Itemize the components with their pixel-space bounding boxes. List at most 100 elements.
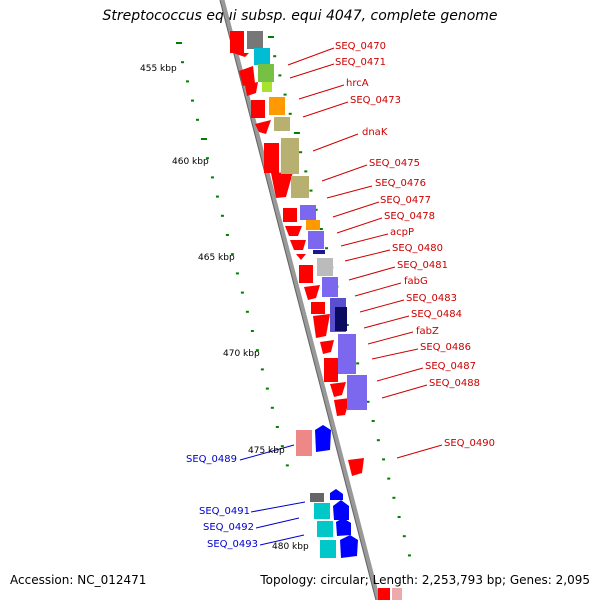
scale-ticks	[176, 36, 411, 557]
scale-tick	[366, 400, 370, 403]
gene-arrow[interactable]	[239, 66, 255, 86]
cog-block	[262, 82, 272, 92]
gene-arrow-reverse[interactable]	[336, 518, 351, 536]
gene-label[interactable]: fabG	[404, 276, 428, 287]
gene-label[interactable]: SEQ_0486	[420, 342, 471, 353]
scale-tick	[387, 477, 391, 480]
scale-label: 470 kbp	[223, 349, 260, 359]
gene-arrow-reverse[interactable]	[340, 535, 358, 558]
gene-arrow-reverse[interactable]	[333, 500, 349, 520]
gene-arrow[interactable]	[324, 358, 350, 416]
cog-block	[392, 588, 402, 600]
scale-label: 475 kbp	[248, 446, 285, 456]
scale-tick	[260, 368, 264, 371]
cog-block	[254, 48, 270, 65]
genome-backbone	[219, 0, 381, 600]
gene-label[interactable]: SEQ_0481	[397, 260, 448, 271]
cog-block	[247, 31, 263, 49]
cog-block	[300, 205, 316, 220]
gene-arrow-reverse[interactable]	[330, 489, 343, 500]
gene-label[interactable]: SEQ_0476	[375, 178, 426, 189]
gene-label[interactable]: SEQ_0489	[186, 454, 237, 465]
scale-label: 455 kbp	[140, 64, 177, 74]
scale-tick	[270, 406, 274, 409]
gene-label[interactable]: SEQ_0492	[203, 522, 254, 533]
gene-label[interactable]: hrcA	[346, 78, 369, 89]
scale-label: 460 kbp	[172, 157, 209, 167]
gene-arrow[interactable]	[245, 82, 258, 96]
cog-block	[313, 250, 325, 254]
cog-block	[310, 493, 324, 502]
cog-block	[308, 231, 324, 249]
gene-label[interactable]: SEQ_0475	[369, 158, 420, 169]
scale-tick	[265, 387, 269, 390]
gene-arrow[interactable]	[311, 302, 330, 338]
gene-label[interactable]: dnaK	[362, 127, 388, 138]
gene-arrow[interactable]	[264, 143, 293, 198]
gene-label[interactable]: fabZ	[416, 326, 439, 337]
scale-tick	[283, 93, 287, 96]
scale-tick	[314, 208, 318, 211]
scale-tick	[376, 439, 380, 442]
gene-label[interactable]: SEQ_0493	[207, 539, 258, 550]
gene-label[interactable]: SEQ_0484	[411, 309, 462, 320]
gene-label[interactable]: SEQ_0470	[335, 41, 386, 52]
gene-arrow[interactable]	[290, 240, 306, 260]
gene-label[interactable]: SEQ_0478	[384, 211, 435, 222]
scale-tick	[325, 247, 329, 250]
scale-tick	[392, 496, 396, 499]
scale-tick	[280, 445, 284, 448]
gene-arrow[interactable]	[299, 265, 320, 300]
cog-block	[274, 117, 290, 131]
cog-block	[306, 220, 320, 230]
cog-block	[320, 540, 336, 558]
cog-block	[281, 138, 299, 174]
gene-label[interactable]: acpP	[390, 227, 415, 238]
gene-arrow[interactable]	[378, 588, 390, 600]
scale-tick	[356, 362, 360, 365]
scale-tick	[304, 170, 308, 173]
scale-tick	[268, 36, 274, 38]
gene-arrow[interactable]	[230, 31, 249, 57]
scale-tick	[309, 189, 313, 192]
gene-arrow[interactable]	[348, 458, 364, 476]
cog-block	[347, 375, 367, 410]
cog-block	[291, 176, 309, 198]
scale-tick	[255, 349, 259, 352]
scale-tick	[402, 535, 406, 538]
gene-arrow-reverse[interactable]	[315, 425, 331, 452]
gene-label[interactable]: SEQ_0488	[429, 378, 480, 389]
scale-tick	[285, 464, 289, 467]
topology-text: Topology: circular; Length: 2,253,793 bp…	[260, 573, 590, 587]
cog-block	[317, 258, 333, 276]
gene-label[interactable]: SEQ_0477	[380, 195, 431, 206]
accession-text: Accession: NC_012471	[10, 573, 147, 587]
scale-tick	[200, 138, 207, 140]
gene-arrow[interactable]	[251, 100, 271, 134]
cog-block	[269, 97, 285, 115]
scale-tick	[180, 61, 184, 64]
feature-tracks	[230, 31, 402, 600]
scale-tick	[293, 132, 300, 134]
gene-label[interactable]: SEQ_0483	[406, 293, 457, 304]
gene-label[interactable]: SEQ_0471	[335, 57, 386, 68]
gene-label[interactable]: SEQ_0480	[392, 243, 443, 254]
gene-label[interactable]: SEQ_0473	[350, 95, 401, 106]
scale-tick	[407, 554, 411, 557]
gene-label[interactable]: SEQ_0491	[199, 506, 250, 517]
cog-block	[322, 277, 338, 297]
gene-arrow[interactable]	[320, 340, 334, 354]
genome-backbone-edge	[219, 0, 377, 600]
scale-label: 465 kbp	[198, 253, 235, 263]
scale-tick	[205, 157, 209, 160]
gene-label[interactable]: SEQ_0490	[444, 438, 495, 449]
gene-arrow[interactable]	[283, 208, 302, 236]
gene-label[interactable]: SEQ_0487	[425, 361, 476, 372]
scale-tick	[210, 176, 214, 179]
scale-tick	[190, 99, 194, 102]
cog-block	[335, 307, 347, 331]
cog-block	[296, 430, 312, 456]
scale-tick	[176, 42, 182, 44]
label-leaders	[239, 47, 443, 546]
